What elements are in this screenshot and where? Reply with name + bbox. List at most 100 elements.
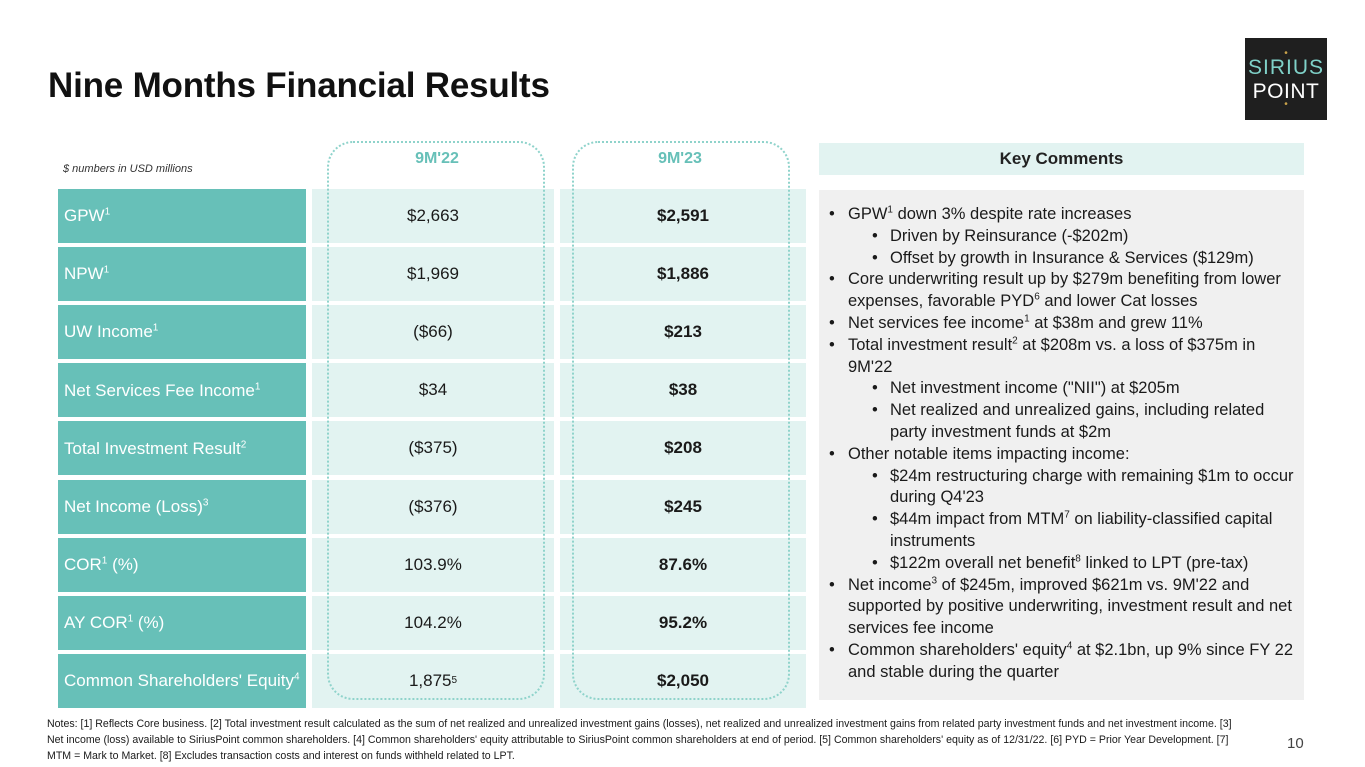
page-number: 10 xyxy=(1287,735,1304,752)
value-9m22: 1,875 5 xyxy=(312,653,554,708)
comment-sub-bullet: $122m overall net benefit8 linked to LPT… xyxy=(829,553,1296,575)
value-9m23: $208 xyxy=(560,421,806,476)
comment-text: Core underwriting result up by $279m ben… xyxy=(848,270,1281,311)
row-label-text: COR xyxy=(64,554,102,574)
comment-footnote: 2 xyxy=(1012,335,1018,347)
value-9m23: $2,050 xyxy=(560,653,806,708)
row-label: Total Investment Result2 xyxy=(58,421,306,476)
column-header-9m23: 9M'23 xyxy=(658,150,702,167)
table-row: UW Income1 ($66) $213 xyxy=(58,305,806,360)
table-row: Common Shareholders' Equity4 1,875 5 $2,050 xyxy=(58,653,806,708)
logo-dot-icon: • xyxy=(1284,47,1288,59)
row-label: UW Income1 xyxy=(58,305,306,360)
row-label-suffix: (%) xyxy=(133,612,165,632)
comment-sub-bullet: Offset by growth in Insurance & Services… xyxy=(829,248,1296,270)
comment-text: and lower Cat losses xyxy=(1039,292,1198,311)
value-9m22-text: 103.9% xyxy=(404,554,462,574)
value-9m22: 104.2% xyxy=(312,595,554,650)
row-label-text: Net Income (Loss) xyxy=(64,496,203,516)
comment-text: $44m impact from MTM xyxy=(890,510,1065,529)
row-label-footnote: 4 xyxy=(294,671,300,683)
table-row: NPW1 $1,969 $1,886 xyxy=(58,247,806,302)
row-label-footnote: 1 xyxy=(101,555,108,567)
comment-footnote: 7 xyxy=(1064,509,1070,521)
comment-text: Other notable items impacting income: xyxy=(848,444,1130,463)
comment-text: at $38m and grew 11% xyxy=(1029,313,1203,332)
value-9m22-text: ($375) xyxy=(408,438,458,458)
page-title: Nine Months Financial Results xyxy=(48,66,550,105)
row-label-footnote: 1 xyxy=(254,380,261,392)
value-9m22: $2,663 xyxy=(312,189,554,243)
row-label-text: Common Shareholders' Equity xyxy=(64,671,295,691)
row-label: COR1 (%) xyxy=(58,537,306,592)
comment-text: down 3% despite rate increases xyxy=(892,205,1132,223)
comment-footnote: 8 xyxy=(1075,553,1081,565)
row-label-text: AY COR xyxy=(64,612,128,632)
comment-sub-bullet: $24m restructuring charge with remaining… xyxy=(829,466,1296,510)
comment-footnote: 6 xyxy=(1034,291,1040,303)
key-comments-panel: GPW1 down 3% despite rate increasesDrive… xyxy=(819,190,1304,700)
comment-text: at $2.1bn, up 9% since FY 22 and stable … xyxy=(848,640,1294,681)
comment-bullet: Common shareholders' equity4 at $2.1bn, … xyxy=(829,640,1296,684)
comment-footnote: 3 xyxy=(931,575,938,587)
value-9m22-text: $34 xyxy=(418,380,448,400)
comment-bullet: Core underwriting result up by $279m ben… xyxy=(829,269,1296,313)
comment-text: $122m overall net benefit xyxy=(890,553,1076,572)
comment-footnote: 1 xyxy=(1024,313,1030,325)
footnotes: Notes: [1] Reflects Core business. [2] T… xyxy=(47,718,1232,762)
column-header-9m22: 9M'22 xyxy=(415,150,459,167)
value-9m22: $34 xyxy=(312,363,554,418)
table-row: AY COR1 (%) 104.2% 95.2% xyxy=(58,595,806,650)
logo-line-1: SIRIUS xyxy=(1247,55,1324,79)
value-9m22: $1,969 xyxy=(312,247,554,302)
comment-sub-bullet: Net realized and unrealized gains, inclu… xyxy=(829,400,1296,444)
value-9m22: ($66) xyxy=(312,305,554,360)
row-label-text: UW Income xyxy=(64,322,153,342)
table-row: Total Investment Result2 ($375) $208 xyxy=(58,421,806,476)
comment-text: $24m restructuring charge with remaining… xyxy=(890,466,1294,507)
key-comments-list: GPW1 down 3% despite rate increasesDrive… xyxy=(829,204,1296,684)
comment-text: Net realized and unrealized gains, inclu… xyxy=(890,401,1265,441)
row-label-text: GPW xyxy=(64,206,105,226)
siriuspoint-logo: • SIRIUS POINT • xyxy=(1245,38,1327,120)
table-row: COR1 (%) 103.9% 87.6% xyxy=(58,537,806,592)
value-9m23: $1,886 xyxy=(560,247,806,302)
comment-sub-bullet: $44m impact from MTM7 on liability-class… xyxy=(829,509,1296,553)
comment-text: Offset by growth in Insurance & Services… xyxy=(890,248,1254,267)
comment-bullet: Net services fee income1 at $38m and gre… xyxy=(829,313,1296,335)
comment-text: on liability-classified capital instrume… xyxy=(890,510,1273,550)
row-label-text: Total Investment Result xyxy=(64,438,241,458)
value-9m22-text: $1,969 xyxy=(407,264,459,284)
value-9m23: $38 xyxy=(560,363,806,418)
row-label-text: NPW xyxy=(64,264,104,284)
key-comments-heading: Key Comments xyxy=(819,143,1304,175)
table-row: Net Income (Loss)3 ($376) $245 xyxy=(58,479,806,534)
value-9m23: $213 xyxy=(560,305,806,360)
row-label: Common Shareholders' Equity4 xyxy=(58,653,306,708)
comment-text: of $245m, improved $621m vs. 9M'22 and s… xyxy=(848,575,1292,638)
row-label-footnote: 1 xyxy=(103,264,110,276)
row-label: Net Services Fee Income1 xyxy=(58,363,306,418)
table-row: Net Services Fee Income1 $34 $38 xyxy=(58,363,806,418)
row-label-footnote: 1 xyxy=(104,206,111,218)
value-9m23: 95.2% xyxy=(560,595,806,650)
value-9m22-text: 1,875 xyxy=(408,670,452,690)
logo-dot-icon: • xyxy=(1284,98,1288,110)
comment-text: Driven by Reinsurance (-$202m) xyxy=(890,226,1129,245)
comment-text: Net services fee income xyxy=(848,313,1025,332)
comment-text: Net investment income ("NII") at $205m xyxy=(890,379,1180,398)
row-label-text: Net Services Fee Income xyxy=(64,380,255,400)
comment-bullet: Total investment result2 at $208m vs. a … xyxy=(829,335,1296,379)
row-label: AY COR1 (%) xyxy=(58,595,306,650)
table-row: GPW1 $2,663 $2,591 xyxy=(58,189,806,243)
units-note: $ numbers in USD millions xyxy=(63,163,193,175)
row-label-footnote: 1 xyxy=(152,322,159,334)
row-label: GPW1 xyxy=(58,189,306,243)
comment-text: GPW xyxy=(848,205,888,223)
row-label-suffix: (%) xyxy=(107,554,139,574)
logo-line-2: POINT xyxy=(1252,79,1320,103)
value-9m22: ($376) xyxy=(312,479,554,534)
comment-bullet: GPW1 down 3% despite rate increases xyxy=(829,204,1296,226)
value-9m23: 87.6% xyxy=(560,537,806,592)
comment-footnote: 1 xyxy=(887,204,893,216)
